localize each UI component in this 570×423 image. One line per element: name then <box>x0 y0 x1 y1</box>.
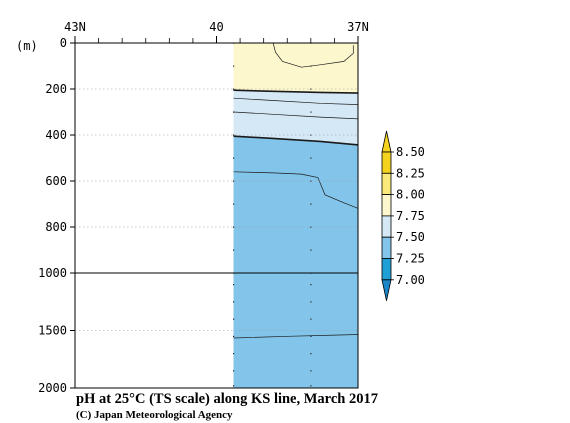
plot-axes: 0 200 400 600 800 1000 1500 2000 43N 40 37N <box>38 20 369 395</box>
station-point <box>233 134 235 136</box>
station-point <box>310 65 312 67</box>
x-tick-label: 43N <box>64 20 86 34</box>
colorbar-label: 8.50 <box>396 145 425 159</box>
y-tick-label: 800 <box>45 220 67 234</box>
colorbar-label: 7.25 <box>396 252 425 266</box>
station-point <box>310 284 312 286</box>
station-point <box>310 226 312 228</box>
y-tick-label: 400 <box>45 128 67 142</box>
x-tick-label: 40 <box>209 20 223 34</box>
colorbar-label: 8.00 <box>396 188 425 202</box>
colorbar-swatch <box>381 215 392 238</box>
station-point <box>310 134 312 136</box>
station-point <box>233 88 235 90</box>
station-point <box>310 335 312 337</box>
y-tick-label: 2000 <box>38 381 67 395</box>
ph-band-7.75-8.00 <box>233 43 359 94</box>
station-point <box>310 370 312 372</box>
station-point <box>310 111 312 113</box>
chart-title: pH at 25°C (TS scale) along KS line, Mar… <box>76 391 378 407</box>
ph-contour-7.75 <box>233 111 359 120</box>
colorbar-swatch <box>381 151 392 174</box>
x-tick-label: 37N <box>347 20 369 34</box>
station-point <box>233 226 235 228</box>
station-point <box>233 301 235 303</box>
station-point <box>310 157 312 159</box>
ph-contour-8.00 <box>233 89 359 94</box>
y-tick-label: 1000 <box>38 266 67 280</box>
station-point <box>310 353 312 355</box>
ph-contour-7.50 <box>233 334 359 339</box>
station-point <box>310 301 312 303</box>
station-point <box>233 180 235 182</box>
colorbar-swatch <box>381 172 392 196</box>
y-tick-label: 1500 <box>38 324 67 338</box>
station-point <box>233 370 235 372</box>
copyright-credit: (C) Japan Meteorological Agency <box>76 409 233 421</box>
y-tick-label: 600 <box>45 174 67 188</box>
station-point <box>310 249 312 251</box>
station-point <box>233 203 235 205</box>
colorbar-extend-above <box>381 130 392 153</box>
y-tick-label: 200 <box>45 82 67 96</box>
y-tick-label: 0 <box>60 36 67 50</box>
station-point <box>233 335 235 337</box>
colorbar-label: 7.50 <box>396 230 425 244</box>
station-point <box>233 385 235 387</box>
station-point <box>233 65 235 67</box>
ph-contour-7.50 <box>233 171 359 209</box>
station-point <box>233 157 235 159</box>
y-axis-unit-label: (m) <box>16 39 38 53</box>
station-point <box>233 111 235 113</box>
colorbar-label: 7.00 <box>396 273 425 287</box>
station-point <box>233 284 235 286</box>
station-point <box>233 353 235 355</box>
station-point <box>310 318 312 320</box>
ph-contour-7.75 <box>233 97 359 105</box>
station-point <box>233 249 235 251</box>
station-point <box>310 203 312 205</box>
station-point <box>310 180 312 182</box>
colorbar-label: 7.75 <box>396 209 425 223</box>
ph-band-7.25-7.50 <box>233 136 359 388</box>
station-point <box>310 88 312 90</box>
station-point <box>233 318 235 320</box>
colorbar-legend: 8.50 8.25 8.00 7.75 7.50 7.25 7.00 <box>381 130 425 301</box>
colorbar-label: 8.25 <box>396 166 425 180</box>
station-point <box>310 385 312 387</box>
colorbar-swatch <box>381 194 392 217</box>
colorbar-swatch <box>381 236 392 259</box>
ph-contour-lines <box>233 42 359 339</box>
colorbar-swatch <box>381 258 392 281</box>
colorbar-extend-below <box>381 279 392 301</box>
ph-contour-7.75 <box>233 135 359 146</box>
